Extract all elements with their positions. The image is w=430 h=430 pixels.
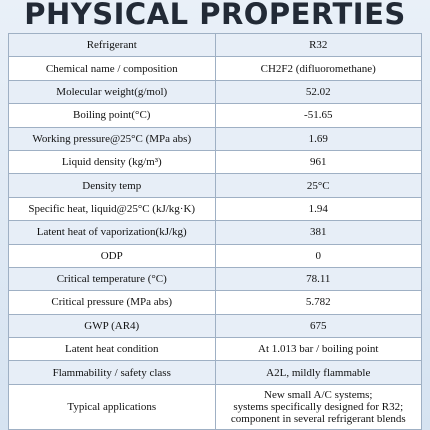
property-label: Critical pressure (MPa abs): [8, 290, 216, 315]
value-line: New small A/C systems;: [264, 388, 373, 401]
property-value: 52.02: [214, 79, 422, 105]
property-label: Latent heat of vaporization(kJ/kg): [8, 220, 216, 245]
property-value: -51.65: [214, 103, 422, 128]
property-label: Liquid density (kg/m³): [8, 149, 216, 175]
table-row: Critical pressure (MPa abs) 5.782: [8, 290, 422, 315]
property-value: 78.11: [214, 266, 422, 292]
property-label: Chemical name / composition: [8, 56, 216, 81]
value-line: component in several refrigerant blends: [230, 412, 406, 425]
table-row: Latent heat condition At 1.013 bar / boil…: [8, 337, 422, 362]
property-label: Flammability / safety class: [8, 360, 216, 385]
property-label: ODP: [8, 243, 216, 268]
properties-table: Refrigerant R32 Chemical name / compositio…: [8, 32, 422, 430]
property-value: 25°C: [214, 173, 422, 198]
property-value: R32: [214, 32, 422, 58]
property-label: Specific heat, liquid@25°C (kJ/kg·K): [8, 196, 216, 222]
property-value: 675: [214, 313, 422, 339]
table-row: Molecular weight(g/mol) 52.02: [8, 79, 422, 105]
title: PHYSICAL PROPERTIES: [24, 0, 406, 31]
property-label: Boiling point(°C): [8, 103, 216, 128]
property-label: Molecular weight(g/mol): [8, 79, 216, 105]
table-row: ODP 0: [8, 243, 422, 268]
table-row: GWP (AR4) 675: [8, 313, 422, 339]
property-value: CH2F2 (difluoromethane): [214, 56, 422, 81]
property-value: A2L, mildly flammable: [214, 360, 422, 385]
table-row: Density temp 25°C: [8, 173, 422, 198]
table-row: Typical applications New small A/C system…: [8, 383, 422, 430]
property-value: 1.69: [214, 126, 422, 151]
table-row: Liquid density (kg/m³) 961: [8, 149, 422, 175]
property-value: 0: [214, 243, 422, 268]
property-label: Refrigerant: [8, 32, 216, 58]
property-value: New small A/C systems; systems specifical…: [214, 383, 422, 430]
property-value: 1.94: [214, 196, 422, 222]
value-line: systems specifically designed for R32;: [233, 400, 404, 413]
property-label: Critical temperature (°C): [8, 266, 216, 292]
property-label: Typical applications: [8, 383, 216, 430]
property-value: 961: [214, 149, 422, 175]
table-row: Working pressure@25°C (MPa abs) 1.69: [8, 126, 422, 151]
property-value: 5.782: [214, 290, 422, 315]
table-row: Refrigerant R32: [8, 32, 422, 58]
table-row: Boiling point(°C) -51.65: [8, 103, 422, 128]
table-row: Latent heat of vaporization(kJ/kg) 381: [8, 220, 422, 245]
table-row: Specific heat, liquid@25°C (kJ/kg·K) 1.94: [8, 196, 422, 222]
table-row: Flammability / safety class A2L, mildly f…: [8, 360, 422, 385]
property-label: GWP (AR4): [8, 313, 216, 339]
property-label: Latent heat condition: [8, 337, 216, 362]
property-label: Working pressure@25°C (MPa abs): [8, 126, 216, 151]
table-row: Chemical name / composition CH2F2 (difluo…: [8, 56, 422, 81]
property-label: Density temp: [8, 173, 216, 198]
table-row: Critical temperature (°C) 78.11: [8, 266, 422, 292]
property-value: 381: [214, 220, 422, 245]
property-value: At 1.013 bar / boiling point: [214, 337, 422, 362]
